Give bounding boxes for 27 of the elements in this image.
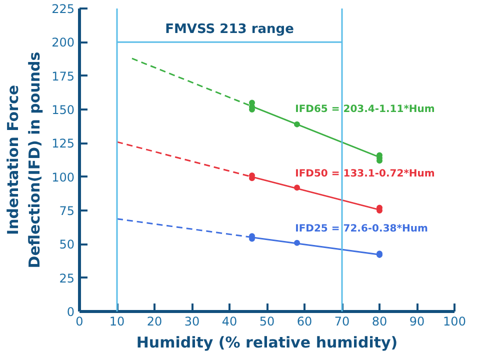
x-tick-label: 60 [296, 314, 312, 328]
y-tick-label: 0 [66, 305, 75, 319]
y-tick-label: 200 [52, 36, 74, 50]
x-tick-label: 100 [443, 314, 466, 328]
x-tick-label: 50 [259, 314, 275, 328]
x-tick-label: 0 [76, 314, 84, 328]
y-tick-label: 100 [52, 170, 74, 184]
y-tick-label: 125 [52, 136, 74, 151]
y-tick-label: 50 [59, 238, 75, 252]
annotation: FMVSS 213 range [165, 22, 294, 38]
y-tick-label: 150 [52, 103, 74, 117]
x-tick-label: 90 [409, 314, 425, 328]
y-tick-label: 25 [59, 271, 75, 286]
x-tick-label: 30 [184, 314, 200, 328]
x-axis-title: Humidity (% relative humidity) [136, 334, 398, 352]
x-tick-label: 80 [372, 314, 388, 328]
annotation: IFD65 = 203.4-1.11*Hum [295, 104, 435, 116]
x-tick-label: 20 [146, 314, 162, 328]
y-axis-title: Indentation Force Deflection(IFD) in pounds [4, 52, 44, 268]
annotation: IFD50 = 133.1-0.72*Hum [295, 168, 435, 180]
y-tick-label: 175 [52, 69, 74, 84]
x-tick-label: 40 [222, 314, 238, 328]
x-tick-label: 70 [334, 314, 350, 328]
y-tick-label: 75 [59, 204, 75, 218]
y-tick-label: 225 [52, 2, 74, 16]
x-tick-label: 10 [109, 314, 125, 328]
annotation: IFD25 = 72.6-0.38*Hum [295, 224, 428, 235]
